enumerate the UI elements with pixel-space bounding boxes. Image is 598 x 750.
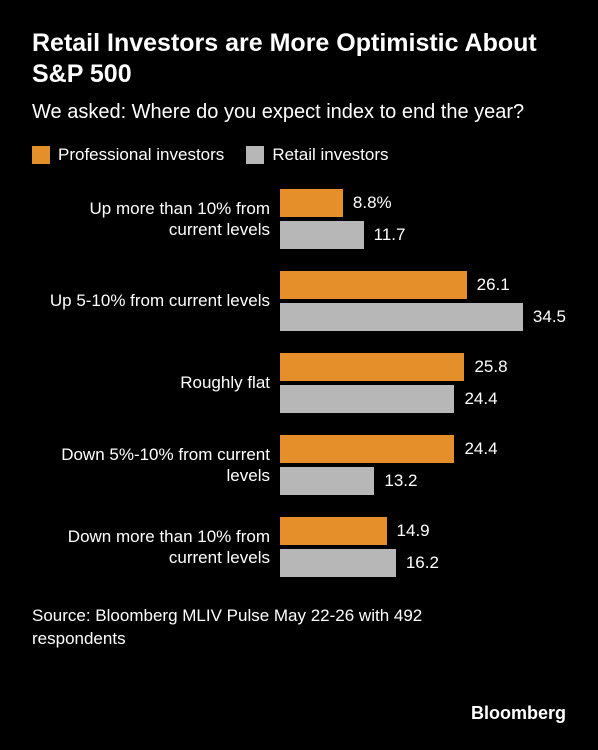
value-label: 26.1	[477, 275, 510, 295]
category-label: Roughly flat	[32, 372, 280, 393]
legend: Professional investors Retail investors	[32, 145, 566, 165]
category-label: Down 5%-10% from current levels	[32, 444, 280, 487]
bar-series1	[280, 353, 464, 381]
value-label: 8.8%	[353, 193, 392, 213]
bar-row: 34.5	[280, 303, 566, 331]
bar-row: 16.2	[280, 549, 566, 577]
bar-chart: Up more than 10% from current levels8.8%…	[32, 189, 566, 577]
legend-item-retail: Retail investors	[246, 145, 388, 165]
bars-container: 14.9 16.2	[280, 517, 566, 577]
chart-row-group: Down more than 10% from current levels14…	[32, 517, 566, 577]
bar-row: 13.2	[280, 467, 566, 495]
bar-series2	[280, 221, 364, 249]
bar-row: 14.9	[280, 517, 566, 545]
category-label: Up more than 10% from current levels	[32, 198, 280, 241]
bar-row: 24.4	[280, 385, 566, 413]
bars-container: 26.1 34.5	[280, 271, 566, 331]
bar-row: 24.4	[280, 435, 566, 463]
value-label: 13.2	[384, 471, 417, 491]
value-label: 25.8	[474, 357, 507, 377]
bars-container: 24.4 13.2	[280, 435, 566, 495]
chart-row-group: Up 5-10% from current levels 26.1 34.5	[32, 271, 566, 331]
bar-series1	[280, 435, 454, 463]
bar-series2	[280, 467, 374, 495]
chart-title: Retail Investors are More Optimistic Abo…	[32, 28, 566, 89]
source-text: Source: Bloomberg MLIV Pulse May 22-26 w…	[32, 605, 452, 651]
bars-container: 8.8% 11.7	[280, 189, 566, 249]
value-label: 34.5	[533, 307, 566, 327]
bar-series2	[280, 303, 523, 331]
chart-row-group: Down 5%-10% from current levels 24.4 13.2	[32, 435, 566, 495]
value-label: 14.9	[397, 521, 430, 541]
value-label: 24.4	[464, 439, 497, 459]
bars-container: 25.8 24.4	[280, 353, 566, 413]
legend-label-retail: Retail investors	[272, 145, 388, 165]
category-label: Up 5-10% from current levels	[32, 290, 280, 311]
brand-label: Bloomberg	[471, 703, 566, 724]
legend-item-professional: Professional investors	[32, 145, 224, 165]
chart-subtitle: We asked: Where do you expect index to e…	[32, 99, 566, 125]
bar-series1	[280, 189, 343, 217]
bar-series2	[280, 549, 396, 577]
value-label: 24.4	[464, 389, 497, 409]
chart-row-group: Roughly flat 25.8 24.4	[32, 353, 566, 413]
category-label: Down more than 10% from current levels	[32, 526, 280, 569]
chart-row-group: Up more than 10% from current levels8.8%…	[32, 189, 566, 249]
bar-row: 26.1	[280, 271, 566, 299]
bar-series2	[280, 385, 454, 413]
value-label: 11.7	[374, 225, 406, 245]
legend-swatch-professional	[32, 146, 50, 164]
bar-row: 25.8	[280, 353, 566, 381]
bar-row: 11.7	[280, 221, 566, 249]
legend-swatch-retail	[246, 146, 264, 164]
value-label: 16.2	[406, 553, 439, 573]
bar-series1	[280, 271, 467, 299]
bar-row: 8.8%	[280, 189, 566, 217]
legend-label-professional: Professional investors	[58, 145, 224, 165]
bar-series1	[280, 517, 387, 545]
